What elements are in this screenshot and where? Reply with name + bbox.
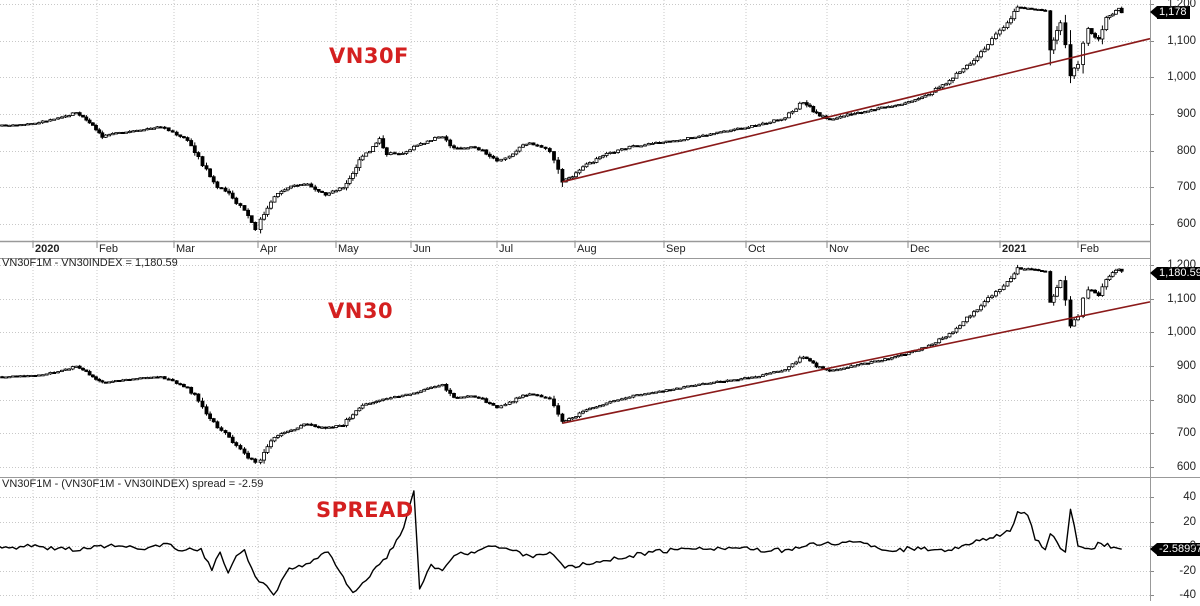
y-tick-label: 700 <box>1176 180 1196 193</box>
y-tick-label: 1,100 <box>1167 34 1196 47</box>
y-tick-label: 1,000 <box>1167 70 1196 83</box>
y-tick-label: -40 <box>1179 588 1196 601</box>
month-label: Mar <box>176 243 195 255</box>
month-label: Feb <box>99 243 118 255</box>
month-label: Aug <box>577 243 597 255</box>
y-tick-label: 20 <box>1183 515 1196 528</box>
y-tick-label: 1,000 <box>1167 325 1196 338</box>
y-tick-label: 1,200 <box>1167 0 1196 10</box>
candlestick-series <box>0 264 1124 465</box>
y-tick-label: 700 <box>1176 426 1196 439</box>
support-trendline <box>562 37 1151 183</box>
y-tick-label: -20 <box>1179 564 1196 577</box>
y-tick-label: 900 <box>1176 359 1196 372</box>
middle-panel-title: VN30F1M - VN30INDEX = 1,180.59 <box>2 257 178 269</box>
y-tick-label: 600 <box>1176 460 1196 473</box>
month-label: Feb <box>1080 243 1099 255</box>
month-label: Dec <box>910 243 930 255</box>
bottom-last-price-tag: -2.58997 <box>1149 543 1200 556</box>
y-tick-label: 800 <box>1176 393 1196 406</box>
middle-last-price-tag: 1,180.59 <box>1150 267 1200 280</box>
vn30-annotation: VN30 <box>328 299 394 323</box>
month-label: 2020 <box>35 243 60 255</box>
month-label: Apr <box>260 243 278 255</box>
month-label: Jun <box>413 243 431 255</box>
y-tick-label: 1,200 <box>1167 258 1196 271</box>
vn30f-annotation: VN30F <box>329 44 409 68</box>
y-tick-label: 600 <box>1176 217 1196 230</box>
month-label: Jul <box>499 243 514 255</box>
y-tick-label: 800 <box>1176 144 1196 157</box>
support-trendline <box>562 301 1151 424</box>
spread-annotation: SPREAD <box>316 498 414 522</box>
y-tick-label: 900 <box>1176 107 1196 120</box>
month-label: Oct <box>748 243 766 255</box>
y-tick-label: 0 <box>1189 539 1196 552</box>
spread-line <box>0 490 1122 596</box>
month-label: Nov <box>829 243 849 255</box>
month-label: 2021 <box>1002 243 1027 255</box>
y-tick-label: 1,100 <box>1167 292 1196 305</box>
y-tick-label: 40 <box>1183 490 1196 503</box>
month-label: May <box>338 243 359 255</box>
top-last-price-tag: 1,178 <box>1150 6 1190 19</box>
month-label: Sep <box>666 243 686 255</box>
bottom-panel-title: VN30F1M - (VN30F1M - VN30INDEX) spread =… <box>2 478 264 490</box>
candlestick-series <box>0 5 1124 234</box>
